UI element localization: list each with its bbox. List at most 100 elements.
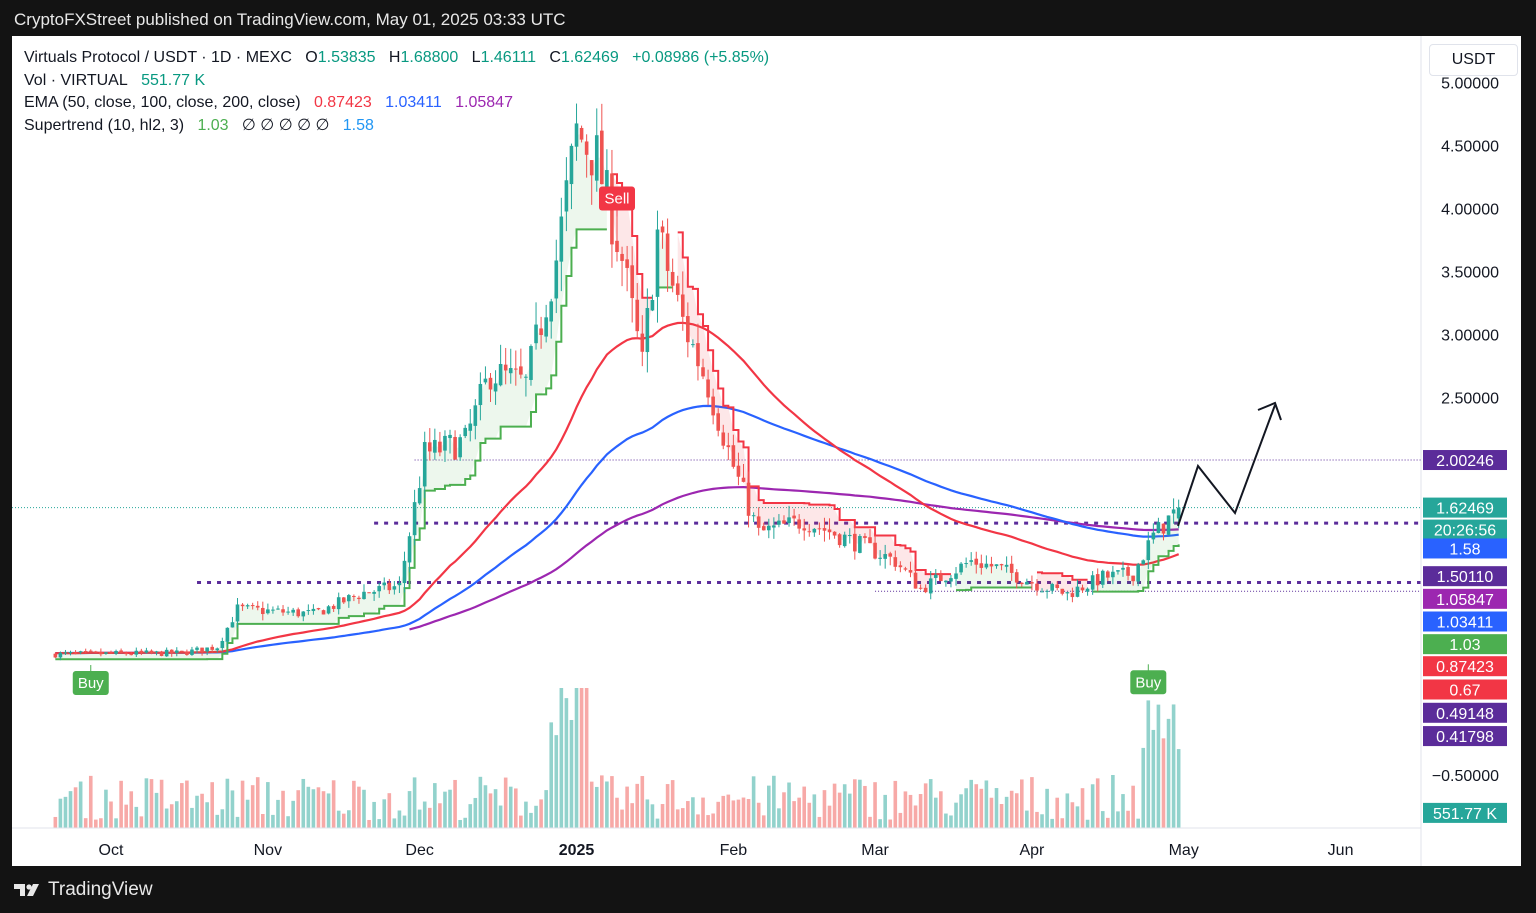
candle-body [949,578,953,582]
candle-body [579,127,584,140]
candle-body [311,608,316,612]
candle-body [802,528,807,531]
x-tick-label: Nov [254,842,282,859]
candle-body [534,324,538,344]
volume-bar [645,799,650,828]
volume-bar [210,782,214,828]
supertrend-up-line-fill [55,133,607,660]
volume-bar [898,812,903,828]
ema-200-line [409,485,1179,631]
axis-price-label: 1.03 [1449,637,1480,654]
candle-body [807,531,812,533]
volume-bar [721,795,726,828]
candle-body [377,586,381,592]
candle-body [493,383,498,392]
candle-body [235,604,240,622]
candle-body [878,557,882,559]
candle-body [367,592,371,594]
ema-100-line [55,404,1179,655]
chart-frame[interactable] [12,36,1521,866]
volume-bar [974,784,979,828]
volume-bar [923,783,928,828]
candle-body [104,652,108,654]
candle-body [362,591,366,600]
candle-body [508,368,513,374]
volume-bar [362,789,366,828]
candle-body [1126,567,1130,576]
candle-body [114,650,118,654]
candle-body [412,502,417,536]
candle-body [286,611,290,613]
volume-bar [574,688,579,828]
volume-bar [1075,806,1080,828]
volume-bar [772,775,776,828]
volume-bar [286,816,290,828]
volume-bar [463,817,467,828]
volume-bar [655,818,660,828]
volume-bar [1161,738,1166,828]
axis-price-label-bg [1423,588,1507,609]
volume-bar [291,800,295,828]
volume-bar [316,787,321,828]
volume-bar [453,779,457,828]
volume-bar [1176,749,1181,828]
publisher-line: CryptoFXStreet published on TradingView.… [14,10,566,29]
legend-ema-row[interactable]: EMA (50, close, 100, close, 200, close) … [24,92,769,115]
axis-price-label-bg [1423,702,1507,723]
volume-bar [88,775,93,828]
volume-bar [220,809,225,828]
axis-price-label-bg [1423,450,1507,471]
legend-volume-row[interactable]: Vol · VIRTUAL 551.77 K [24,70,769,93]
candle-body [1156,522,1161,534]
tradingview-footer[interactable]: TradingView [14,879,153,901]
volume-bar [301,778,306,828]
candle-body [782,520,786,524]
candle-body [620,253,624,261]
volume-bar [807,802,812,828]
volume-bar [534,805,538,828]
candle-body [660,226,665,233]
candle-body [1116,570,1120,572]
x-axis: Oct Nov Dec 2025 Feb Mar Apr May Jun [99,842,1354,859]
volume-bar [868,816,872,828]
currency-button[interactable]: USDT [1429,44,1518,76]
candle-body [139,650,144,653]
candle-body [387,582,392,591]
volume-bar [357,786,361,828]
volume-bar [579,688,584,828]
y-tick-label: 4.00000 [1441,202,1499,219]
candle-body [316,608,321,610]
volume-bar [407,791,412,828]
legend-h-label: H [388,49,401,66]
candle-body [134,650,139,655]
supertrend-up-line [956,586,1032,592]
legend-symbol[interactable]: Virtuals Protocol / USDT · 1D · MEXC [24,49,292,66]
legend-supertrend-row[interactable]: Supertrend (10, hl2, 3) 1.03 ∅ ∅ ∅ ∅ ∅ 1… [24,115,769,138]
candle-body [347,595,351,602]
supertrend-up-line [1092,544,1180,593]
candle-body [741,477,746,482]
volume-bar [1090,784,1095,828]
volume-bar [129,791,134,828]
candle-body [691,344,695,346]
volume-bar [802,786,807,828]
candle-body [989,563,994,567]
candle-body [180,650,184,652]
candle-body [220,640,225,648]
candle-body [448,434,452,439]
candle-body [296,609,301,617]
candle-body [827,529,832,533]
x-tick-label: Oct [99,842,124,859]
supertrend-up-line-fill [657,229,673,288]
volume-bar [691,797,695,828]
candle-body [944,580,948,583]
candle-body [468,423,473,431]
candle-body [124,652,128,655]
volume-bar [438,803,442,828]
volume-bar [827,805,832,828]
volume-bar [488,793,493,828]
candle-body [696,343,700,367]
volume-bar [600,775,604,828]
legend-ema100: 1.03411 [385,94,442,111]
